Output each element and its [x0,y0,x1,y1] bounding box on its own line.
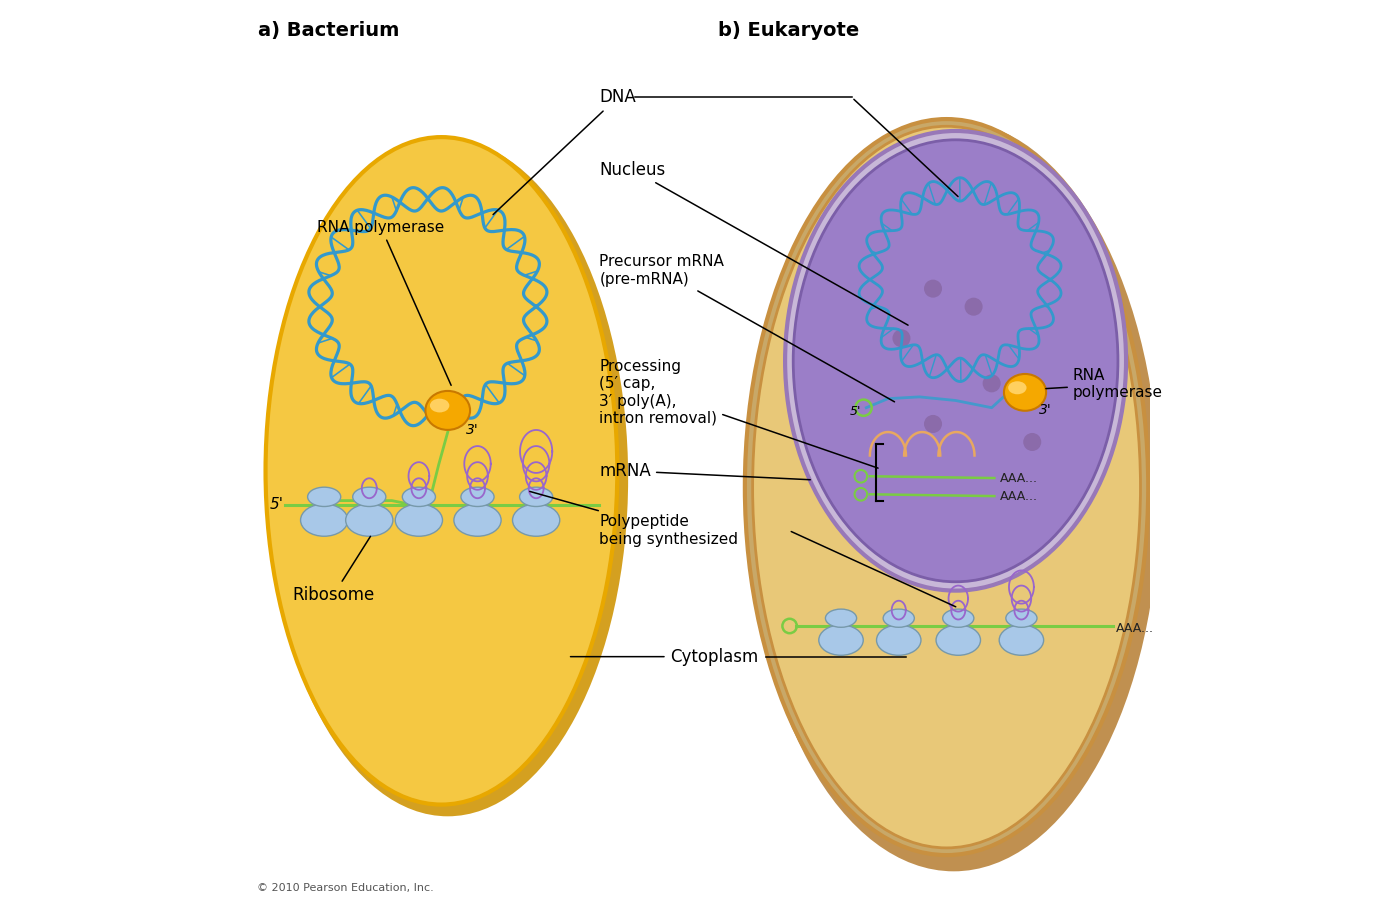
Text: AAA...: AAA... [1000,472,1038,484]
Ellipse shape [785,131,1126,591]
Text: Precursor mRNA
(pre-mRNA): Precursor mRNA (pre-mRNA) [599,254,894,401]
Text: 3': 3' [465,423,479,437]
Ellipse shape [999,625,1044,655]
Ellipse shape [395,504,443,537]
Text: 5': 5' [270,497,284,511]
Text: Cytoplasm: Cytoplasm [570,648,759,666]
Text: Polypeptide
being synthesized: Polypeptide being synthesized [529,492,738,547]
Ellipse shape [826,609,856,627]
Ellipse shape [267,140,629,816]
Text: RNA
polymerase: RNA polymerase [1046,368,1162,400]
Text: AAA...: AAA... [1000,490,1038,502]
Ellipse shape [307,487,341,507]
Ellipse shape [426,391,469,430]
Ellipse shape [402,487,436,507]
Ellipse shape [819,625,863,655]
Ellipse shape [461,487,495,507]
Ellipse shape [883,609,914,627]
Ellipse shape [1009,382,1027,394]
Circle shape [1023,433,1041,451]
Text: b) Eukaryote: b) Eukaryote [718,21,859,40]
Ellipse shape [265,137,617,805]
Ellipse shape [513,504,560,537]
Circle shape [964,298,982,316]
Ellipse shape [520,487,553,507]
Ellipse shape [876,625,921,655]
Text: DNA: DNA [493,88,636,215]
Ellipse shape [430,399,450,412]
Circle shape [923,415,942,433]
Circle shape [893,329,911,347]
Text: AAA...: AAA... [1116,622,1154,635]
Ellipse shape [1004,374,1046,410]
Ellipse shape [749,121,1160,871]
Ellipse shape [753,126,1140,848]
Ellipse shape [352,487,386,507]
Text: Ribosome: Ribosome [292,537,374,604]
Circle shape [982,374,1000,392]
Text: Processing
(5′ cap,
3′ poly(A),
intron removal): Processing (5′ cap, 3′ poly(A), intron r… [599,359,879,468]
Ellipse shape [943,609,974,627]
Circle shape [923,280,942,298]
Ellipse shape [936,625,981,655]
Ellipse shape [745,119,1148,855]
Ellipse shape [345,504,393,537]
Text: a) Bacterium: a) Bacterium [258,21,400,40]
Ellipse shape [1006,609,1037,627]
Text: mRNA: mRNA [599,462,810,480]
Ellipse shape [454,504,502,537]
Text: © 2010 Pearson Education, Inc.: © 2010 Pearson Education, Inc. [257,883,433,893]
Text: RNA polymerase: RNA polymerase [317,220,451,385]
Text: Nucleus: Nucleus [599,161,908,325]
Text: 3': 3' [1039,403,1052,417]
Ellipse shape [300,504,348,537]
Text: 5': 5' [849,405,862,418]
Ellipse shape [793,140,1118,582]
